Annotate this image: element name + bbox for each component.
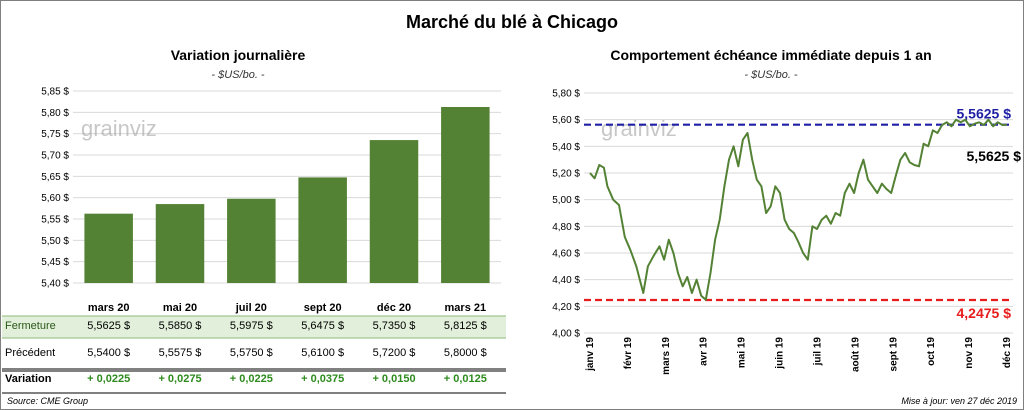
left-y-tick-label: 5,70 $ [41, 151, 69, 162]
left-bar [298, 177, 347, 283]
table-cell: 5,5850 $ [159, 320, 202, 332]
left-bar [84, 213, 133, 283]
right-y-tick-label: 5,40 $ [552, 142, 580, 153]
high-value-label: 5,5625 $ [957, 106, 1012, 122]
right-watermark: grainviz [601, 116, 677, 141]
left-watermark: grainviz [81, 116, 157, 141]
last-value-label: 5,5625 $ [967, 148, 1022, 164]
left-y-tick-label: 5,55 $ [41, 215, 69, 226]
table-cell: 5,5575 $ [159, 347, 202, 359]
update-note: Mise à jour: ven 27 déc 2019 [901, 396, 1017, 406]
right-y-tick-label: 4,20 $ [552, 302, 580, 313]
table-cell: 5,8000 $ [444, 347, 487, 359]
table-cell: 5,7350 $ [373, 320, 416, 332]
table-cell: + 0,0375 [301, 373, 344, 385]
table-row-label: Variation [5, 373, 52, 385]
right-x-tick-label: févr 19 [623, 337, 634, 370]
right-x-tick-label: juin 19 [775, 337, 786, 370]
left-y-tick-label: 5,40 $ [41, 279, 69, 290]
left-x-tick-label: sept 20 [304, 302, 342, 314]
right-y-tick-labels: 4,00 $ 4,20 $ 4,40 $ 4,60 $ 4,80 $ 5,00 $ 5,20… [552, 89, 580, 340]
main-title: Marché du blé à Chicago [406, 12, 618, 32]
left-bar [155, 204, 205, 283]
table-cell: + 0,0275 [158, 373, 201, 385]
left-x-tick-label: déc 20 [377, 302, 411, 314]
table-cell: + 0,0150 [372, 373, 415, 385]
table-cell: + 0,0125 [444, 373, 487, 385]
low-value-label: 4,2475 $ [957, 305, 1012, 321]
left-x-tick-label: mars 20 [88, 302, 130, 314]
left-bar [369, 140, 419, 283]
table-cell: 5,7200 $ [373, 347, 416, 359]
right-y-tick-label: 5,00 $ [552, 195, 580, 206]
right-x-tick-label: août 19 [850, 337, 861, 372]
right-y-tick-label: 5,20 $ [552, 169, 580, 180]
table-cell: 5,5750 $ [230, 347, 273, 359]
source-note: Source: CME Group [7, 396, 88, 406]
table-row-label: Précédent [5, 347, 55, 359]
table-cell: + 0,0225 [87, 373, 130, 385]
right-x-tick-labels: janv 19 févr 19 mars 19 avr 19 mai 19 juin 19… [585, 337, 1013, 375]
left-bar [441, 107, 490, 283]
left-data-table: Fermeture 5,5625 $ 5,5850 $ 5,5975 $ 5,6475 … [2, 315, 506, 394]
right-x-tick-label: déc 19 [1002, 337, 1013, 369]
left-y-tick-label: 5,80 $ [41, 108, 69, 119]
right-x-tick-label: mai 19 [737, 337, 748, 369]
left-x-tick-label: mai 20 [163, 302, 197, 314]
table-row-label: Fermeture [5, 320, 56, 332]
right-y-tick-label: 5,60 $ [552, 115, 580, 126]
table-cell: + 0,0225 [230, 373, 273, 385]
left-y-tick-label: 5,75 $ [41, 129, 69, 140]
left-y-tick-label: 5,85 $ [41, 87, 69, 98]
right-x-tick-label: sept 19 [888, 337, 899, 372]
left-bars [84, 107, 490, 283]
left-x-tick-labels: mars 20 mai 20 juil 20 sept 20 déc 20 mars 21 [88, 302, 486, 314]
left-y-tick-labels: 5,40 $ 5,45 $ 5,50 $ 5,55 $ 5,60 $ 5,65 $ 5,70… [41, 87, 69, 290]
left-y-tick-label: 5,45 $ [41, 257, 69, 268]
table-cell: 5,6475 $ [301, 320, 344, 332]
right-y-tick-label: 4,80 $ [552, 222, 580, 233]
table-cell: 5,5975 $ [230, 320, 273, 332]
right-chart-title: Comportement échéance immédiate depuis 1… [610, 47, 931, 63]
right-price-line: 5,5625 $ [589, 118, 1022, 301]
right-y-tick-label: 4,40 $ [552, 275, 580, 286]
left-y-tick-label: 5,65 $ [41, 172, 69, 183]
close-row-background [2, 316, 506, 338]
price-series-line [589, 118, 1008, 301]
right-x-tick-label: mars 19 [661, 337, 672, 375]
table-cell: 5,8125 $ [444, 320, 487, 332]
right-y-tick-label: 5,80 $ [552, 89, 580, 100]
right-x-tick-label: oct 19 [926, 337, 937, 366]
left-x-tick-label: juil 20 [235, 302, 267, 314]
right-y-tick-label: 4,60 $ [552, 249, 580, 260]
left-chart-title: Variation journalière [171, 47, 306, 63]
left-y-tick-label: 5,60 $ [41, 193, 69, 204]
right-x-tick-label: nov 19 [964, 337, 975, 369]
right-x-tick-label: avr 19 [699, 337, 710, 366]
table-cell: 5,6100 $ [301, 347, 344, 359]
left-bar [227, 198, 276, 283]
right-x-tick-label: janv 19 [585, 337, 596, 372]
right-x-tick-label: juil 19 [812, 337, 823, 367]
left-y-tick-label: 5,50 $ [41, 236, 69, 247]
left-x-tick-label: mars 21 [445, 302, 487, 314]
table-cell: 5,5400 $ [87, 347, 130, 359]
left-chart-subtitle: - $US/bo. - [211, 69, 265, 81]
left-gridlines [73, 90, 501, 284]
right-chart-subtitle: - $US/bo. - [744, 69, 798, 81]
right-y-tick-label: 4,00 $ [552, 329, 580, 340]
table-cell: 5,5625 $ [87, 320, 130, 332]
